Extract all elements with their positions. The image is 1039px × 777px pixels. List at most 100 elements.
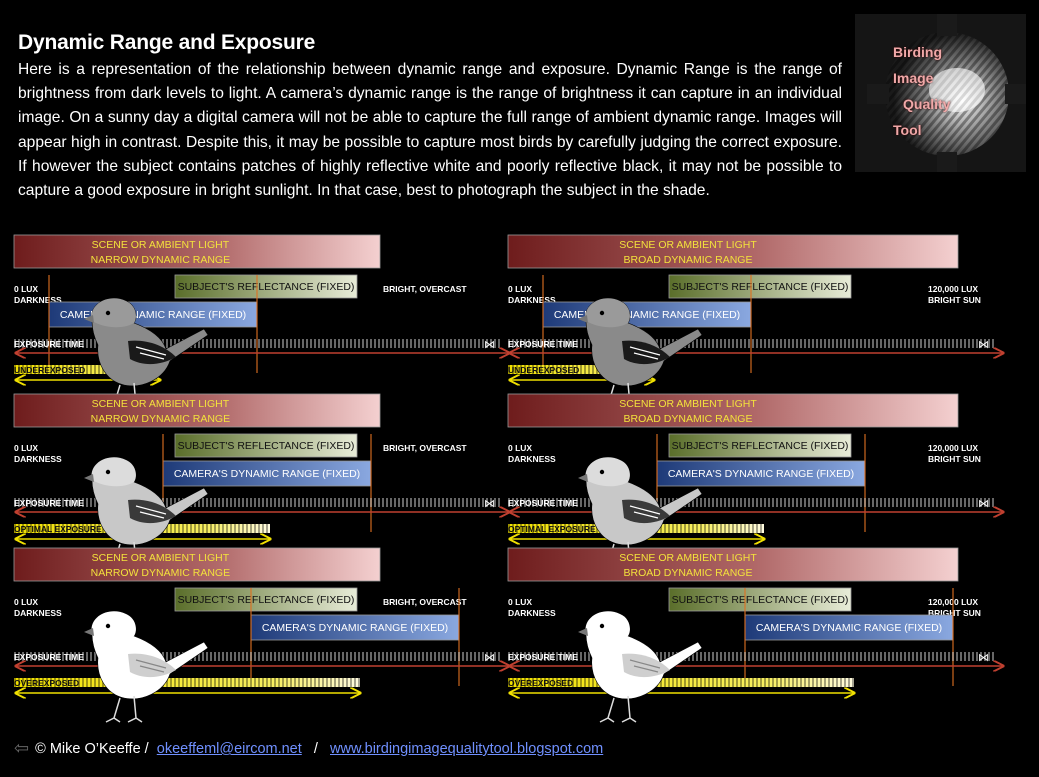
scene-label: SCENE OR AMBIENT LIGHT bbox=[619, 398, 757, 410]
lux-min-label: 0 LUX bbox=[508, 284, 532, 294]
exposure-track bbox=[508, 339, 996, 348]
scene-bar bbox=[13, 547, 381, 582]
bright-sun-label: BRIGHT SUN bbox=[928, 295, 981, 305]
subject-bar bbox=[668, 274, 852, 299]
logo-word: Birding bbox=[893, 44, 942, 60]
lux-min-label: 0 LUX bbox=[508, 597, 532, 607]
range-panel: SCENE OR AMBIENT LIGHT NARROW DYNAMIC RAN… bbox=[13, 547, 509, 723]
copyright: © Mike O’Keeffe bbox=[35, 741, 141, 757]
lux-min-label: 0 LUX bbox=[14, 443, 38, 453]
website-link[interactable]: www.birdingimagequalitytool.blogspot.com bbox=[330, 741, 604, 757]
hourglass-icon: ⋈ bbox=[484, 339, 495, 351]
lux-max-label: 120,000 LUX bbox=[928, 443, 978, 453]
bright-overcast-label: BRIGHT, OVERCAST bbox=[383, 443, 467, 453]
scene-range-label: NARROW DYNAMIC RANGE bbox=[91, 254, 230, 266]
exposure-state-label: OVEREXPOSED bbox=[14, 678, 79, 688]
subject-bar bbox=[174, 587, 358, 612]
scene-bar bbox=[507, 234, 959, 269]
range-panel: SCENE OR AMBIENT LIGHT BROAD DYNAMIC RANG… bbox=[507, 547, 1003, 723]
scene-label: SCENE OR AMBIENT LIGHT bbox=[619, 239, 757, 251]
scene-bar bbox=[13, 234, 381, 269]
range-panel: SCENE OR AMBIENT LIGHT BROAD DYNAMIC RANG… bbox=[507, 234, 1003, 410]
back-arrow-icon[interactable]: ⇦ bbox=[14, 738, 30, 758]
scene-bar bbox=[13, 393, 381, 428]
bird-figure bbox=[84, 456, 209, 569]
camera-bar bbox=[744, 614, 954, 641]
exposure-time-label: EXPOSURE TIME bbox=[14, 498, 84, 508]
lux-min-label: 0 LUX bbox=[14, 284, 38, 294]
bird-figure bbox=[84, 610, 209, 723]
scene-bar bbox=[507, 393, 959, 428]
subject-label: SUBJECT'S REFLECTANCE (FIXED) bbox=[672, 281, 849, 293]
darkness-label: DARKNESS bbox=[14, 454, 62, 464]
scene-label: SCENE OR AMBIENT LIGHT bbox=[92, 398, 230, 410]
footer-separator: / bbox=[313, 741, 318, 757]
exposure-time-label: EXPOSURE TIME bbox=[508, 498, 578, 508]
exposure-track bbox=[14, 339, 502, 348]
subject-label: SUBJECT'S REFLECTANCE (FIXED) bbox=[178, 440, 355, 452]
bright-overcast-label: BRIGHT, OVERCAST bbox=[383, 284, 467, 294]
footer: ⇦ © Mike O’Keeffe / okeeffeml@eircom.net… bbox=[14, 738, 603, 759]
exposure-state-label: OVEREXPOSED bbox=[508, 678, 573, 688]
email-link[interactable]: okeeffeml@eircom.net bbox=[156, 741, 302, 757]
camera-label: CAMERA'S DYNAMIC RANGE (FIXED) bbox=[262, 622, 448, 634]
exposure-state-label: UNDEREXPOSED bbox=[508, 365, 579, 375]
bright-sun-label: BRIGHT SUN bbox=[928, 454, 981, 464]
bright-sun-label: BRIGHT SUN bbox=[928, 608, 981, 618]
scene-range-label: BROAD DYNAMIC RANGE bbox=[624, 413, 753, 425]
exposure-state-label: OPTIMAL EXPOSURE bbox=[14, 524, 102, 534]
range-panel: SCENE OR AMBIENT LIGHT NARROW DYNAMIC RAN… bbox=[13, 393, 509, 569]
lux-min-label: 0 LUX bbox=[508, 443, 532, 453]
exposure-time-label: EXPOSURE TIME bbox=[14, 339, 84, 349]
exposure-track bbox=[508, 652, 996, 661]
lux-min-label: 0 LUX bbox=[14, 597, 38, 607]
exposure-track bbox=[14, 498, 502, 507]
bird-figure bbox=[578, 297, 703, 410]
range-panel: SCENE OR AMBIENT LIGHT NARROW DYNAMIC RAN… bbox=[13, 234, 509, 410]
hourglass-icon: ⋈ bbox=[978, 498, 989, 510]
exposure-time-label: EXPOSURE TIME bbox=[508, 339, 578, 349]
darkness-label: DARKNESS bbox=[508, 454, 556, 464]
darkness-label: DARKNESS bbox=[508, 295, 556, 305]
hourglass-icon: ⋈ bbox=[978, 652, 989, 664]
footer-separator: / bbox=[144, 741, 149, 757]
camera-bar bbox=[250, 614, 460, 641]
camera-label: CAMERA'S DYNAMIC RANGE (FIXED) bbox=[174, 468, 360, 480]
exposure-track bbox=[508, 498, 996, 507]
subject-bar bbox=[668, 433, 852, 458]
exposure-time-label: EXPOSURE TIME bbox=[508, 652, 578, 662]
bright-overcast-label: BRIGHT, OVERCAST bbox=[383, 597, 467, 607]
subject-label: SUBJECT'S REFLECTANCE (FIXED) bbox=[672, 594, 849, 606]
exposure-track bbox=[14, 652, 502, 661]
logo: Birding Image Quality Tool bbox=[855, 14, 1026, 172]
page-title: Dynamic Range and Exposure bbox=[18, 31, 316, 54]
subject-label: SUBJECT'S REFLECTANCE (FIXED) bbox=[178, 281, 355, 293]
lux-max-label: 120,000 LUX bbox=[928, 284, 978, 294]
scene-label: SCENE OR AMBIENT LIGHT bbox=[619, 552, 757, 564]
scene-label: SCENE OR AMBIENT LIGHT bbox=[92, 239, 230, 251]
subject-label: SUBJECT'S REFLECTANCE (FIXED) bbox=[672, 440, 849, 452]
scene-range-label: NARROW DYNAMIC RANGE bbox=[91, 413, 230, 425]
bird-figure bbox=[578, 610, 703, 723]
camera-bar bbox=[162, 460, 372, 487]
camera-label: CAMERA'S DYNAMIC RANGE (FIXED) bbox=[668, 468, 854, 480]
exposure-state-label: UNDEREXPOSED bbox=[14, 365, 85, 375]
gear-icon bbox=[855, 14, 1026, 172]
darkness-label: DARKNESS bbox=[508, 608, 556, 618]
exposure-time-label: EXPOSURE TIME bbox=[14, 652, 84, 662]
scene-bar bbox=[507, 547, 959, 582]
bird-figure bbox=[84, 297, 209, 410]
logo-word: Quality bbox=[903, 96, 951, 112]
subject-bar bbox=[174, 433, 358, 458]
camera-bar bbox=[542, 301, 752, 328]
scene-range-label: NARROW DYNAMIC RANGE bbox=[91, 567, 230, 579]
subject-bar bbox=[668, 587, 852, 612]
subject-label: SUBJECT'S REFLECTANCE (FIXED) bbox=[178, 594, 355, 606]
darkness-label: DARKNESS bbox=[14, 295, 62, 305]
intro-paragraph: Here is a representation of the relation… bbox=[18, 61, 842, 200]
logo-word: Image bbox=[893, 70, 934, 86]
camera-label: CAMERA'S DYNAMIC RANGE (FIXED) bbox=[756, 622, 942, 634]
exposure-state-label: OPTIMAL EXPOSURE bbox=[508, 524, 596, 534]
range-panel: SCENE OR AMBIENT LIGHT BROAD DYNAMIC RANG… bbox=[507, 393, 1003, 569]
